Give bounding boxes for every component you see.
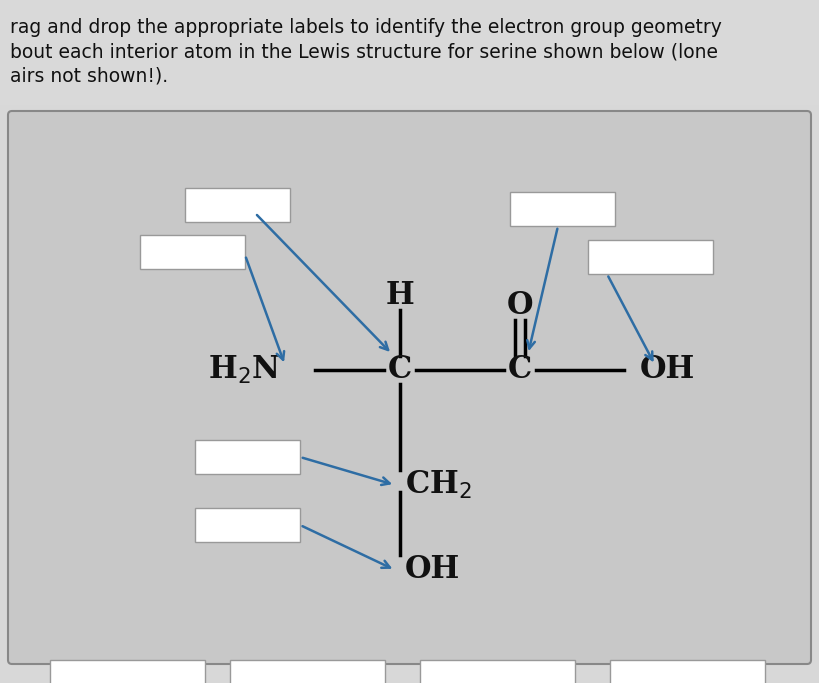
FancyBboxPatch shape	[229, 660, 385, 683]
FancyBboxPatch shape	[8, 111, 810, 664]
Text: H: H	[385, 279, 414, 311]
FancyBboxPatch shape	[609, 660, 764, 683]
Text: O: O	[506, 290, 532, 320]
FancyBboxPatch shape	[50, 660, 205, 683]
FancyBboxPatch shape	[509, 192, 614, 226]
FancyBboxPatch shape	[185, 188, 290, 222]
Text: H$_2$N: H$_2$N	[207, 354, 279, 386]
FancyBboxPatch shape	[140, 235, 245, 269]
Text: OH: OH	[405, 555, 459, 585]
Text: bout each interior atom in the Lewis structure for serine shown below (lone: bout each interior atom in the Lewis str…	[10, 42, 717, 61]
Text: airs not shown!).: airs not shown!).	[10, 66, 168, 85]
FancyBboxPatch shape	[195, 440, 300, 474]
FancyBboxPatch shape	[419, 660, 574, 683]
FancyBboxPatch shape	[195, 508, 300, 542]
Text: C: C	[507, 354, 532, 385]
Text: rag and drop the appropriate labels to identify the electron group geometry: rag and drop the appropriate labels to i…	[10, 18, 721, 37]
Text: OH: OH	[639, 354, 695, 385]
Text: C: C	[387, 354, 412, 385]
FancyBboxPatch shape	[0, 0, 819, 105]
FancyBboxPatch shape	[587, 240, 713, 274]
Text: CH$_2$: CH$_2$	[405, 469, 471, 501]
